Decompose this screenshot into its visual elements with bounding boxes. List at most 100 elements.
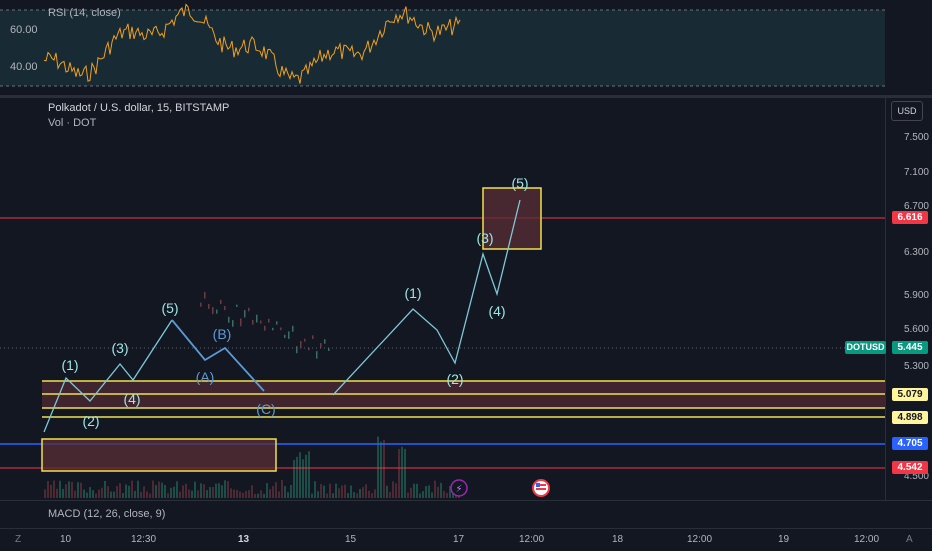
candle	[328, 348, 330, 351]
volume-bar	[320, 483, 322, 498]
symbol-price-badge: DOTUSD	[845, 341, 886, 354]
volume-bar	[278, 491, 280, 498]
currency-button[interactable]: USD	[891, 101, 923, 121]
volume-bar	[302, 459, 304, 498]
volume-bar	[413, 483, 415, 498]
volume-bar	[200, 483, 202, 498]
volume-bar	[341, 485, 343, 498]
volume-bar	[332, 493, 334, 498]
target-box	[482, 187, 542, 250]
candle	[220, 299, 222, 305]
volume-bar	[215, 483, 217, 498]
time-label: 17	[453, 534, 465, 545]
volume-bar	[338, 488, 340, 498]
volume-bar	[401, 446, 403, 498]
rsi-scale[interactable]	[885, 0, 932, 95]
candle	[296, 346, 298, 354]
volume-bars	[44, 436, 460, 498]
volume-bar	[308, 451, 310, 498]
volume-bar	[146, 491, 148, 498]
volume-bar	[374, 489, 376, 498]
volume-bar	[134, 490, 136, 498]
candle	[212, 307, 214, 315]
candle	[300, 341, 302, 349]
volume-bar	[311, 493, 313, 498]
volume-bar	[326, 493, 328, 498]
volume-bar	[365, 484, 367, 498]
candle	[228, 316, 230, 323]
volume-bar	[395, 483, 397, 498]
volume-bar	[44, 489, 46, 498]
volume-bar	[137, 480, 139, 498]
volume-bar	[299, 452, 301, 498]
candle	[304, 338, 306, 342]
zoom-icon[interactable]: Z	[15, 534, 22, 545]
symbol-title[interactable]: Polkadot / U.S. dollar, 15, BITSTAMP	[48, 102, 230, 114]
volume-bar	[356, 493, 358, 498]
rsi-label-40: 40.00	[10, 61, 38, 73]
volume-bar	[323, 485, 325, 498]
w1-label-2: (2)	[82, 413, 99, 429]
time-label: 19	[778, 534, 790, 545]
volume-bar	[83, 489, 85, 498]
volume-bar	[59, 480, 61, 498]
volume-bar	[230, 488, 232, 498]
candle	[200, 302, 202, 307]
time-axis[interactable]: Z 10 12:30 13 15 17 12:00 18 12:00 19 12…	[0, 528, 932, 551]
price-label-5900: 5.900	[903, 290, 929, 301]
main-chart-pane[interactable]: (1) (2) (3) (4) (5) (A) (B) (C) (1) (2) …	[0, 98, 885, 500]
time-label: 10	[60, 534, 72, 545]
volume-bar	[245, 491, 247, 498]
volume-bar	[290, 484, 292, 498]
volume-bar	[218, 483, 220, 498]
candle	[308, 347, 310, 351]
volume-legend[interactable]: Vol · DOT	[48, 117, 97, 129]
candle	[236, 304, 238, 307]
impulse-wave-2-path	[332, 199, 521, 396]
volume-bar	[176, 481, 178, 498]
volume-bar	[242, 492, 244, 498]
rsi-line	[43, 3, 461, 84]
macd-title: MACD (12, 26, close, 9)	[48, 508, 166, 520]
volume-bar	[344, 484, 346, 498]
price-label-7500: 7.500	[903, 132, 929, 143]
volume-bar	[155, 485, 157, 498]
w2-label-1: (1)	[404, 285, 421, 301]
volume-bar	[197, 490, 199, 498]
candle	[252, 319, 254, 325]
volume-bar	[188, 489, 190, 498]
volume-bar	[140, 491, 142, 498]
volume-bar	[98, 489, 100, 498]
abc-correction-path	[171, 319, 265, 392]
volume-bar	[74, 490, 76, 498]
volume-bar	[392, 481, 394, 498]
volume-bar	[335, 483, 337, 498]
volume-bar	[131, 480, 133, 498]
price-scale[interactable]: 7.500 7.100 6.700 6.300 5.900 5.600 5.30…	[885, 98, 932, 500]
lower-zone-box	[41, 438, 277, 472]
volume-bar	[431, 492, 433, 498]
volume-bar	[179, 491, 181, 498]
abc-label-c: (C)	[256, 401, 275, 417]
volume-bar	[410, 487, 412, 498]
candle	[276, 321, 278, 325]
auto-scale-icon[interactable]: A	[906, 534, 913, 545]
pane-separator[interactable]	[0, 95, 932, 98]
volume-bar	[353, 492, 355, 498]
volume-bar	[398, 449, 400, 498]
volume-bar	[254, 493, 256, 498]
candle	[256, 314, 258, 323]
volume-bar	[389, 491, 391, 498]
volume-bar	[260, 490, 262, 498]
volume-bar	[425, 486, 427, 498]
volume-bar	[53, 480, 55, 498]
event-lightning-icon: ⚡	[450, 479, 468, 497]
volume-bar	[269, 489, 271, 498]
volume-bar	[224, 480, 226, 498]
volume-bar	[50, 484, 52, 498]
macd-pane[interactable]: MACD (12, 26, close, 9)	[0, 500, 932, 529]
volume-bar	[95, 493, 97, 498]
volume-bar	[329, 483, 331, 498]
candle	[320, 343, 322, 348]
rsi-pane[interactable]: RSI (14, close) 60.00 40.00	[0, 0, 885, 95]
